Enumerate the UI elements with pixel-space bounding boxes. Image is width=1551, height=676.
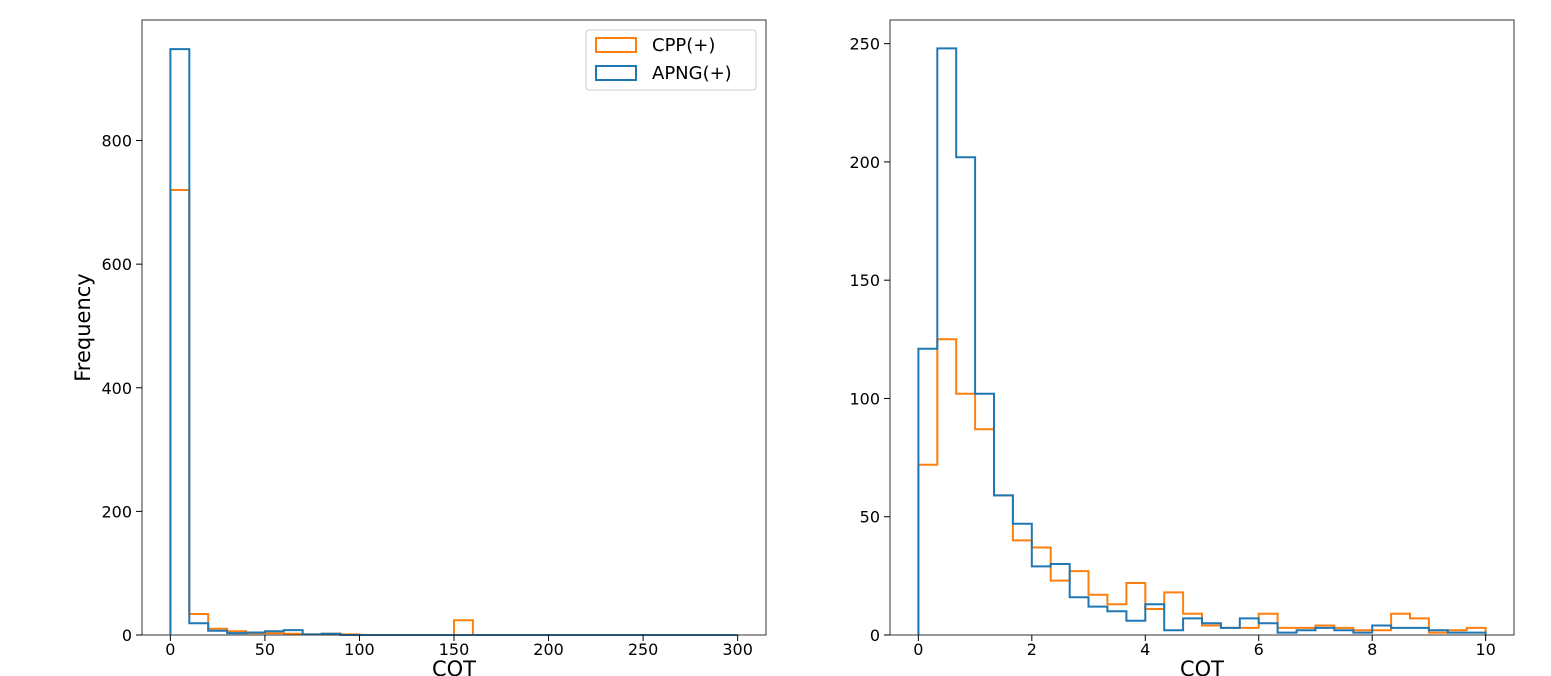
legend-swatch-cpp — [595, 37, 637, 53]
x-tick-label: 0 — [913, 640, 923, 659]
series-apng-step-line — [917, 47, 1487, 635]
x-tick-label: 250 — [628, 640, 659, 659]
y-tick-label: 200 — [849, 153, 880, 172]
x-axis-label: COT — [1180, 657, 1224, 676]
x-tick-label: 100 — [344, 640, 375, 659]
legend-box — [585, 29, 757, 91]
x-tick-label: 50 — [255, 640, 275, 659]
y-tick-label: 0 — [870, 626, 880, 645]
left-histogram-panel: 0 50 100 150 200 250 300 0 200 400 600 800 COT Freque… — [71, 19, 767, 676]
x-tick-label: 10 — [1475, 640, 1495, 659]
legend-label-cpp: CPP(+) — [652, 35, 715, 56]
x-tick-label: 150 — [439, 640, 470, 659]
y-tick-label: 200 — [101, 502, 132, 521]
axes-frame — [889, 19, 1515, 636]
y-tick-label: 400 — [101, 379, 132, 398]
x-axis-label: COT — [432, 657, 476, 676]
y-tick-label: 100 — [849, 389, 880, 408]
x-tick-label: 200 — [533, 640, 564, 659]
legend: CPP(+) APNG(+) — [585, 29, 757, 91]
y-tick-label: 800 — [101, 132, 132, 151]
x-tick-label: 4 — [1140, 640, 1150, 659]
x-tick-label: 0 — [165, 640, 175, 659]
x-tick-label: 2 — [1027, 640, 1037, 659]
series-apng-step-line — [169, 48, 738, 636]
series-cpp-step-line — [917, 338, 1487, 635]
legend-label-apng: APNG(+) — [652, 63, 732, 84]
x-tick-label: 8 — [1367, 640, 1377, 659]
legend-swatch-apng — [595, 65, 637, 81]
y-tick-label: 600 — [101, 255, 132, 274]
y-tick-label: 0 — [122, 626, 132, 645]
series-cpp-step-line — [169, 189, 738, 636]
y-tick-label: 150 — [849, 271, 880, 290]
y-tick-label: 50 — [860, 508, 880, 527]
y-tick-label: 250 — [849, 35, 880, 54]
x-tick-label: 6 — [1254, 640, 1264, 659]
axes-frame — [141, 19, 767, 636]
x-tick-label: 300 — [722, 640, 753, 659]
y-axis-label: Frequency — [71, 273, 95, 382]
